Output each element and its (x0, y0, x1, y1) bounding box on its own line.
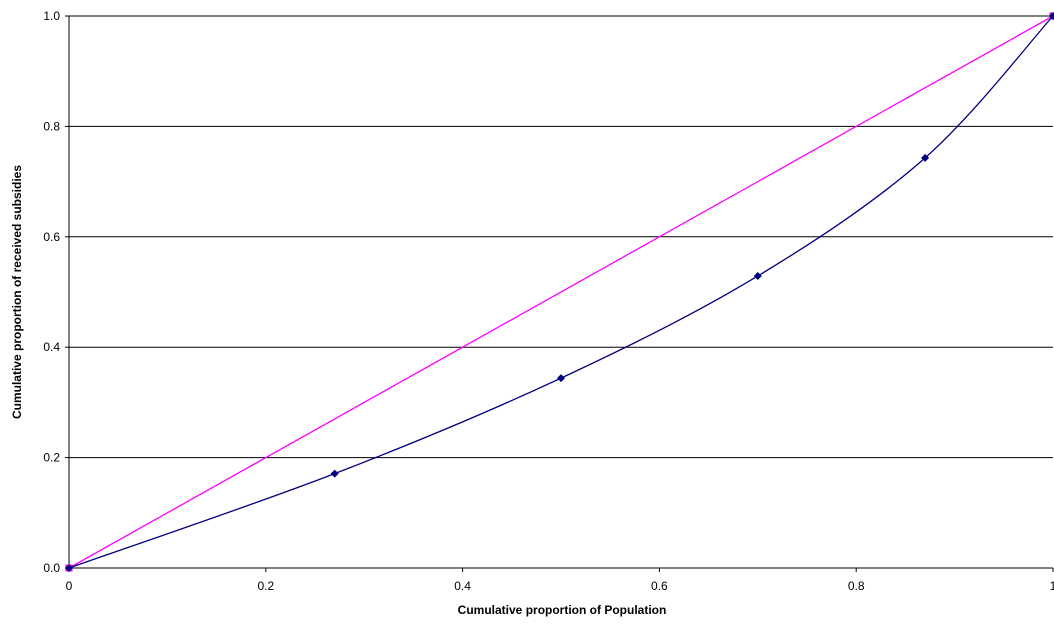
series-1-point-0 (65, 564, 73, 572)
x-tick-label-4: 0.8 (848, 579, 865, 593)
x-axis-title: Cumulative proportion of Population (458, 603, 667, 617)
x-tick-label-3: 0.6 (651, 579, 668, 593)
y-tick-label-5: 1.0 (43, 9, 60, 23)
y-tick-label-0: 0.0 (43, 561, 60, 575)
y-tick-label-1: 0.2 (43, 451, 60, 465)
series (65, 12, 1054, 572)
series-1-point-5 (1049, 12, 1054, 20)
y-tick-label-3: 0.6 (43, 230, 60, 244)
gridlines (69, 15, 1053, 459)
series-1-point-2 (557, 374, 565, 383)
y-tick-label-2: 0.4 (43, 340, 60, 354)
x-tick-label-1: 0.2 (257, 579, 274, 593)
series-0-line (68, 15, 1054, 569)
series-1-point-4 (921, 153, 930, 162)
series-1-line (68, 15, 1054, 569)
tick-labels: 0.0 0.2 0.4 0.6 0.8 1.0 0 0.2 0.4 0.6 0.8 1 (43, 9, 1054, 593)
y-axis-title: Cumulative proportion of received subsid… (10, 165, 24, 419)
series-1-point-1 (330, 469, 339, 478)
y-tick-label-4: 0.8 (43, 119, 60, 133)
x-tick-label-0: 0 (66, 579, 73, 593)
x-tick-label-2: 0.4 (454, 579, 471, 593)
x-tick-label-5: 1 (1050, 579, 1054, 593)
series-1-point-3 (753, 271, 762, 280)
